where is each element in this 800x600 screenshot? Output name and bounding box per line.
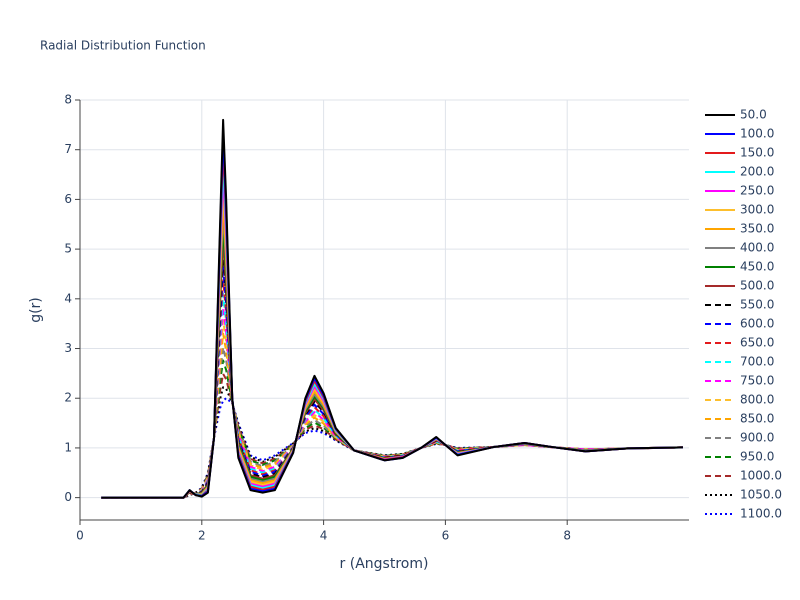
legend-label: 50.0	[740, 108, 767, 122]
y-tick-label: 3	[64, 341, 72, 355]
x-tick-label: 4	[320, 529, 328, 543]
y-tick-label: 0	[64, 490, 72, 504]
y-tick-label: 1	[64, 440, 72, 454]
legend-label: 1000.0	[740, 469, 782, 483]
legend-label: 450.0	[740, 260, 774, 274]
y-axis-title: g(r)	[28, 297, 44, 323]
series-line	[101, 306, 683, 499]
series-line	[101, 346, 683, 499]
legend-label: 1100.0	[740, 507, 782, 521]
chart-title: Radial Distribution Function	[40, 39, 206, 53]
series-line	[101, 372, 683, 499]
legend-label: 300.0	[740, 203, 774, 217]
series-line	[101, 132, 683, 499]
legend-label: 900.0	[740, 431, 774, 445]
series-line	[101, 359, 683, 499]
legend-label: 750.0	[740, 374, 774, 388]
legend-label: 700.0	[740, 355, 774, 369]
legend-label: 500.0	[740, 279, 774, 293]
y-tick-label: 2	[64, 391, 72, 405]
y-tick-label: 8	[64, 93, 72, 107]
x-tick-label: 2	[198, 529, 206, 543]
legend-label: 150.0	[740, 146, 774, 160]
series-line	[101, 292, 683, 499]
legend-label: 650.0	[740, 336, 774, 350]
legend-label: 250.0	[740, 184, 774, 198]
y-tick-label: 7	[64, 142, 72, 156]
legend-label: 1050.0	[740, 488, 782, 502]
legend-label: 850.0	[740, 412, 774, 426]
y-tick-label: 6	[64, 192, 72, 206]
series-line	[101, 252, 683, 499]
legend-label: 200.0	[740, 165, 774, 179]
legend-label: 950.0	[740, 450, 774, 464]
series-line	[101, 118, 683, 499]
legend-label: 550.0	[740, 298, 774, 312]
x-tick-label: 0	[76, 529, 84, 543]
legend-label: 600.0	[740, 317, 774, 331]
series-line	[101, 279, 683, 499]
legend-label: 100.0	[740, 127, 774, 141]
series-line	[101, 332, 683, 499]
x-tick-label: 8	[563, 529, 571, 543]
x-axis-title: r (Angstrom)	[340, 556, 429, 572]
legend-label: 400.0	[740, 241, 774, 255]
y-tick-label: 5	[64, 242, 72, 256]
series-line	[101, 159, 683, 499]
legend-label: 350.0	[740, 222, 774, 236]
series-line	[101, 386, 683, 499]
legend-label: 800.0	[740, 393, 774, 407]
x-tick-label: 6	[442, 529, 450, 543]
series-line	[101, 319, 683, 499]
series-line	[101, 266, 683, 499]
y-tick-label: 4	[64, 291, 72, 305]
